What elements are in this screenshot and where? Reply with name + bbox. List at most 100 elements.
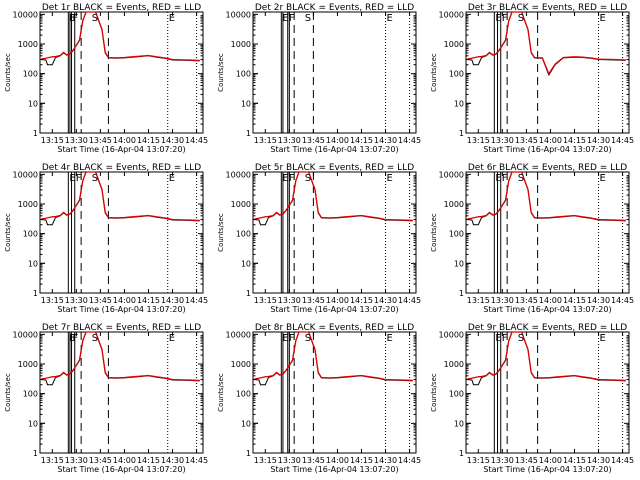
x-tick-label: 14:45	[611, 456, 634, 465]
y-tick-label: 10000	[13, 10, 38, 19]
y-tick-label: 10	[28, 259, 38, 268]
y-axis-label: Counts/sec	[430, 373, 438, 412]
phase-marker-label: S	[92, 13, 98, 24]
y-tick-label: 10000	[439, 10, 464, 19]
x-axis-label: Start Time (16-Apr-04 13:07:20)	[483, 305, 611, 314]
y-tick-label: 10000	[226, 10, 251, 19]
y-tick-label: 10000	[439, 330, 464, 339]
x-axis-label: Start Time (16-Apr-04 13:07:20)	[270, 145, 398, 154]
x-tick-label: 13:15	[41, 136, 64, 145]
x-tick-label: 13:30	[65, 136, 88, 145]
phase-marker-label: E	[600, 333, 606, 344]
phase-marker-label: F	[289, 13, 295, 24]
x-tick-label: 13:15	[254, 456, 277, 465]
panel-title: Det 9r BLACK = Events, RED = LLD	[468, 323, 627, 333]
detector-panel: 13:15 13:30 13:45 14:00 14:15 14:30 14:45 1 10 10…	[4, 3, 208, 154]
y-axis-label: Counts/sec	[217, 53, 225, 92]
detector-panel: 13:15 13:30 13:45 14:00 14:15 14:30 14:45 1 10 10…	[4, 323, 208, 474]
x-axis-label: Start Time (16-Apr-04 13:07:20)	[270, 305, 398, 314]
y-tick-label: 1000	[231, 40, 251, 49]
y-tick-label: 100	[449, 70, 464, 79]
phase-marker-label: E	[387, 333, 393, 344]
x-tick-label: 14:15	[563, 136, 586, 145]
x-tick-label: 14:15	[350, 456, 373, 465]
x-tick-label: 14:15	[137, 296, 160, 305]
events-series-line	[41, 11, 200, 66]
x-tick-label: 14:45	[185, 456, 208, 465]
y-tick-label: 10000	[226, 330, 251, 339]
x-tick-label: 14:30	[587, 296, 610, 305]
phase-marker-label: E	[69, 333, 75, 344]
y-tick-label: 1	[246, 449, 251, 458]
x-tick-label: 14:30	[587, 136, 610, 145]
plot-frame	[252, 11, 417, 134]
x-tick-label: 13:15	[467, 296, 490, 305]
phase-marker-label: E	[169, 13, 175, 24]
lld-series-line	[40, 11, 200, 62]
x-tick-label: 13:30	[278, 296, 301, 305]
panel-title: Det 6r BLACK = Events, RED = LLD	[468, 163, 627, 173]
phase-marker-label: F	[289, 333, 295, 344]
plot-frame	[465, 11, 630, 134]
x-tick-label: 14:00	[326, 296, 349, 305]
phase-marker-label: E	[600, 13, 606, 24]
y-tick-label: 1000	[444, 200, 464, 209]
x-tick-label: 13:30	[491, 456, 514, 465]
plot-frame	[39, 331, 204, 454]
phase-marker-label: S	[518, 333, 524, 344]
x-tick-label: 14:00	[539, 296, 562, 305]
x-tick-label: 13:15	[41, 456, 64, 465]
lld-series-line	[466, 11, 626, 76]
phase-marker-label: S	[92, 173, 98, 184]
x-tick-label: 14:30	[374, 136, 397, 145]
x-tick-label: 13:30	[491, 296, 514, 305]
y-tick-label: 10000	[226, 170, 251, 179]
y-tick-label: 100	[23, 390, 38, 399]
x-tick-label: 13:45	[515, 136, 538, 145]
x-tick-label: 13:15	[254, 296, 277, 305]
x-tick-label: 14:45	[398, 456, 421, 465]
x-tick-label: 14:15	[137, 136, 160, 145]
phase-marker-label: S	[305, 13, 311, 24]
x-tick-label: 14:00	[539, 456, 562, 465]
y-tick-label: 100	[23, 70, 38, 79]
y-tick-label: 1	[459, 449, 464, 458]
phase-marker-label: S	[305, 333, 311, 344]
detector-panel: 13:15 13:30 13:45 14:00 14:15 14:30 14:45 1 10 10…	[430, 3, 634, 154]
y-axis-label: Counts/sec	[430, 53, 438, 92]
detector-panel: 13:15 13:30 13:45 14:00 14:15 14:30 14:45 1 10 10…	[4, 163, 208, 314]
y-tick-label: 1	[459, 129, 464, 138]
y-tick-label: 10000	[13, 330, 38, 339]
phase-marker-label: F	[73, 333, 79, 344]
x-tick-label: 14:15	[350, 296, 373, 305]
x-tick-label: 13:45	[302, 136, 325, 145]
phase-marker-label: S	[305, 173, 311, 184]
y-tick-label: 1	[33, 289, 38, 298]
phase-marker-label: E	[69, 13, 75, 24]
x-tick-label: 14:00	[326, 456, 349, 465]
events-series-line	[41, 171, 200, 226]
lld-series-line	[253, 171, 413, 222]
detector-panel: 13:15 13:30 13:45 14:00 14:15 14:30 14:45 1 10 10…	[217, 323, 421, 474]
x-tick-label: 13:45	[89, 456, 112, 465]
y-tick-label: 10	[28, 99, 38, 108]
y-tick-label: 100	[236, 390, 251, 399]
y-tick-label: 1000	[18, 360, 38, 369]
x-tick-label: 13:15	[254, 136, 277, 145]
y-tick-label: 1000	[444, 360, 464, 369]
y-tick-label: 1	[246, 289, 251, 298]
panel-title: Det 4r BLACK = Events, RED = LLD	[42, 163, 201, 173]
y-tick-label: 1000	[18, 40, 38, 49]
phase-marker-label: E	[387, 173, 393, 184]
phase-marker-label: E	[495, 173, 501, 184]
x-tick-label: 14:45	[611, 296, 634, 305]
y-tick-label: 10	[241, 99, 251, 108]
x-axis-label: Start Time (16-Apr-04 13:07:20)	[483, 145, 611, 154]
y-tick-label: 10	[241, 419, 251, 428]
y-tick-label: 100	[236, 230, 251, 239]
x-tick-label: 14:45	[185, 136, 208, 145]
y-tick-label: 1	[459, 289, 464, 298]
x-tick-label: 14:15	[563, 296, 586, 305]
x-tick-label: 14:15	[137, 456, 160, 465]
detector-panel: 13:15 13:30 13:45 14:00 14:15 14:30 14:45 1 10 10…	[217, 3, 421, 154]
